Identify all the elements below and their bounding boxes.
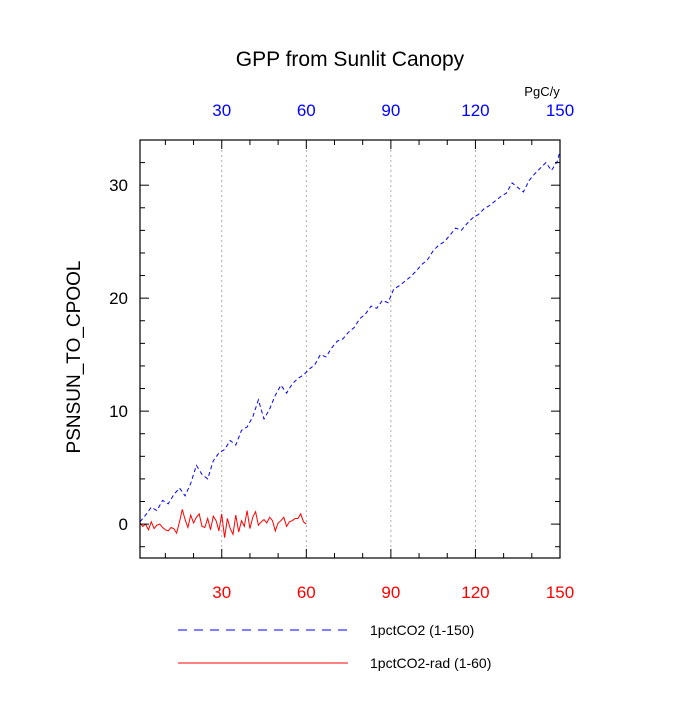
axis-ticks: 30 30 60 60 90 90 120 120 150 150 0 10 20 30 bbox=[109, 101, 574, 602]
y-tick-label: 20 bbox=[109, 289, 128, 308]
chart-title: GPP from Sunlit Canopy bbox=[236, 48, 465, 71]
series-line-1 bbox=[139, 151, 561, 523]
series-line-2 bbox=[139, 509, 307, 538]
x-tick-label-top: 60 bbox=[297, 101, 316, 120]
x-tick-label-bottom: 120 bbox=[461, 583, 489, 602]
x-tick-label-bottom: 150 bbox=[546, 583, 574, 602]
plot-frame bbox=[139, 139, 561, 559]
x-tick-label-top: 120 bbox=[461, 101, 489, 120]
legend-label-2: 1pctCO2-rad (1-60) bbox=[370, 655, 491, 671]
x-tick-label-top: 90 bbox=[381, 101, 400, 120]
x-tick-label-top: 150 bbox=[546, 101, 574, 120]
legend-label-1: 1pctCO2 (1-150) bbox=[370, 622, 474, 638]
x-tick-label-bottom: 60 bbox=[297, 583, 316, 602]
y-axis-label: PSNSUN_TO_CPOOL bbox=[64, 261, 85, 454]
y-tick-label: 0 bbox=[119, 515, 128, 534]
x-tick-label-bottom: 90 bbox=[381, 583, 400, 602]
top-axis-unit: PgC/y bbox=[524, 84, 560, 99]
x-tick-label-top: 30 bbox=[212, 101, 231, 120]
legend: 1pctCO2 (1-150) 1pctCO2-rad (1-60) bbox=[178, 622, 491, 671]
series-lines bbox=[139, 151, 561, 538]
x-tick-label-bottom: 30 bbox=[212, 583, 231, 602]
y-tick-label: 30 bbox=[109, 176, 128, 195]
grid-lines bbox=[221, 140, 476, 558]
y-tick-label: 10 bbox=[109, 402, 128, 421]
